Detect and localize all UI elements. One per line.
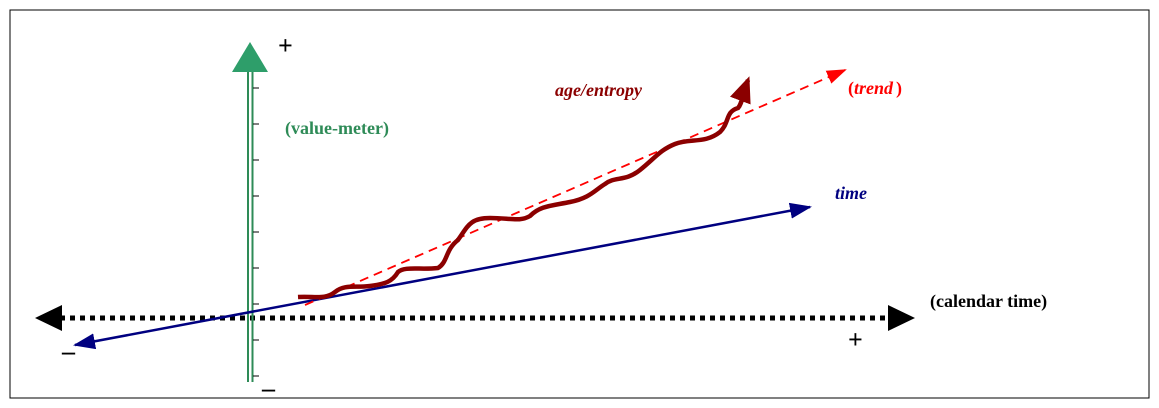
trend-line xyxy=(304,69,847,306)
calendar-time-label: (calendar time) xyxy=(930,291,1047,312)
age-entropy-curve xyxy=(297,76,751,300)
age-entropy-label: age/entropy xyxy=(555,80,643,100)
trend-label: (trend) xyxy=(848,78,902,99)
minus-bottom: – xyxy=(261,374,276,403)
time-label: time xyxy=(835,183,867,203)
plus-right: + xyxy=(848,325,863,354)
value-meter-label: (value-meter) xyxy=(285,118,389,139)
time-line xyxy=(73,202,812,350)
minus-left: – xyxy=(61,337,76,366)
plus-top: + xyxy=(278,31,293,60)
arrowhead-left xyxy=(35,305,62,331)
frame xyxy=(9,9,1150,399)
arrowhead-right xyxy=(888,305,915,331)
